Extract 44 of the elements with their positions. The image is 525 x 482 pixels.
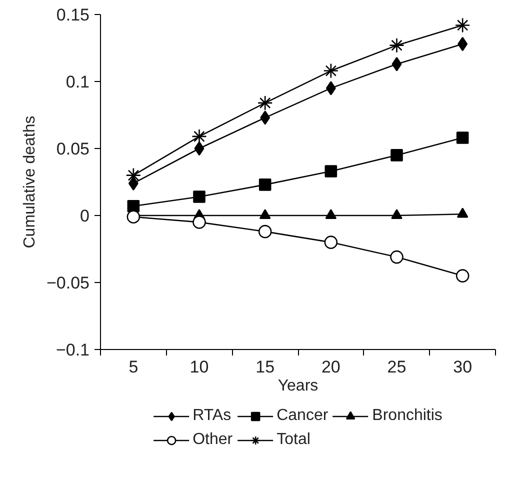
point	[390, 250, 404, 264]
point	[258, 178, 272, 191]
point	[324, 236, 338, 249]
legend-label: Bronchitis	[372, 407, 442, 425]
point	[458, 36, 468, 52]
y-tick-label: 0.05	[56, 140, 90, 158]
y-axis-title: Cumulative deaths	[21, 116, 38, 248]
point	[128, 176, 138, 190]
legend-label: Other	[192, 431, 233, 449]
x-tick-label: 5	[128, 358, 138, 376]
point	[259, 209, 271, 220]
point	[326, 81, 336, 96]
point	[392, 56, 402, 72]
legend-label: Cancer	[276, 407, 328, 425]
point	[192, 216, 206, 229]
y-tick-label: −0.05	[46, 274, 90, 292]
legend-label: RTAs	[192, 407, 232, 425]
point	[390, 149, 403, 162]
y-tick-label: 0.1	[66, 72, 90, 92]
x-tick-label: 30	[453, 358, 472, 376]
point	[325, 209, 337, 220]
point	[193, 190, 206, 203]
x-tick-label: 25	[387, 358, 406, 376]
point	[324, 165, 338, 178]
point	[258, 224, 272, 238]
legend-label: Total	[276, 431, 310, 449]
point	[260, 110, 270, 125]
y-tick-label: 0.15	[56, 6, 90, 24]
point	[456, 269, 470, 282]
point	[454, 18, 470, 33]
x-axis-title: Years	[278, 378, 318, 394]
point	[126, 210, 140, 224]
point	[391, 209, 402, 220]
x-tick-label: 20	[321, 358, 340, 376]
y-tick-label: −0.1	[56, 340, 90, 360]
y-tick-label: 0	[80, 206, 90, 226]
point	[456, 208, 468, 218]
point	[194, 141, 204, 156]
x-tick-label: 15	[256, 358, 275, 376]
point	[257, 95, 273, 111]
point	[389, 38, 404, 53]
point	[323, 63, 339, 78]
x-tick-label: 10	[190, 358, 209, 376]
point	[456, 132, 469, 144]
